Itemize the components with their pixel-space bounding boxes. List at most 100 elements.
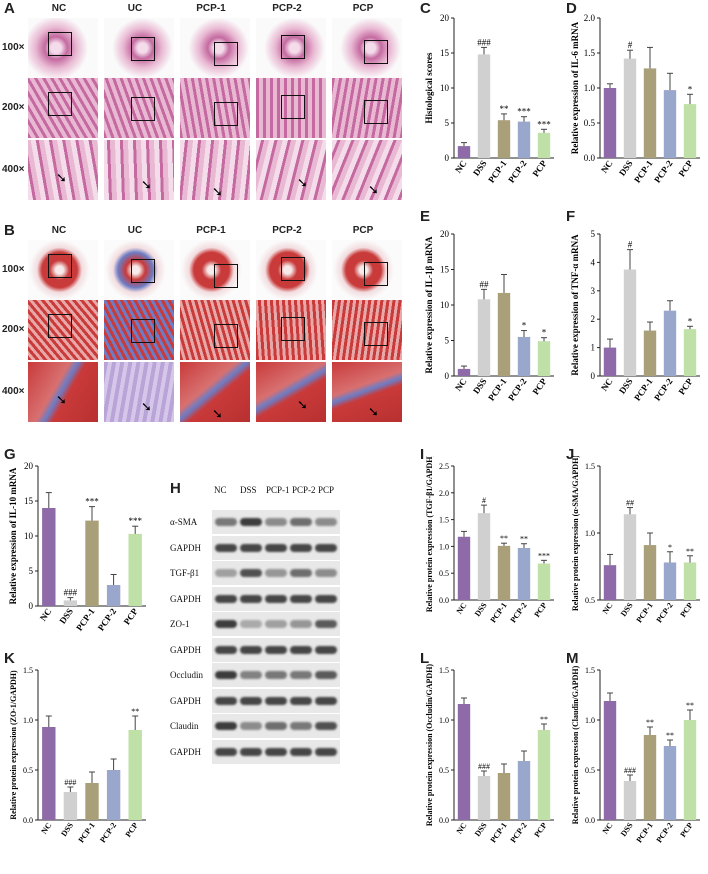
y-tick-label: 20	[440, 229, 450, 239]
bar	[128, 730, 142, 820]
y-axis-label: Relative expression of IL-1β mRNA	[424, 236, 434, 374]
x-tick-label: PCP	[122, 606, 141, 626]
y-tick-label: 1.0	[439, 716, 449, 725]
blot-band	[215, 722, 237, 730]
bar	[683, 104, 697, 158]
histology-image: ➘	[104, 140, 174, 200]
panel-letter-a: A	[4, 0, 15, 17]
x-tick-label: PCP-1	[635, 601, 655, 624]
y-tick-label: 0.0	[439, 816, 449, 825]
x-tick-label: PCP-2	[652, 158, 675, 185]
blot-protein-label: Claudin	[170, 721, 199, 731]
bar	[517, 121, 531, 158]
blot-band	[240, 543, 262, 552]
panel-letter-c: C	[420, 0, 431, 17]
y-tick-label: 5	[29, 566, 34, 576]
panel-letter-i: I	[420, 446, 425, 463]
zoom-region-box	[281, 95, 305, 119]
panel-letter-d: D	[566, 0, 577, 17]
blot-band	[265, 747, 287, 756]
y-tick-label: 0.0	[584, 153, 596, 163]
blot-lane-label: PCP-2	[292, 485, 316, 495]
bar	[517, 761, 531, 820]
significance-label: ###	[478, 762, 490, 771]
y-tick-label: 0.0	[23, 816, 33, 825]
bar	[63, 792, 78, 820]
histology-image	[104, 78, 174, 138]
histology-image: ➘	[104, 362, 174, 422]
zoom-region-box	[214, 324, 238, 348]
histology-image: ➘	[180, 362, 250, 422]
bar	[537, 730, 551, 820]
y-tick-label: 1.5	[23, 666, 33, 675]
blot-protein-label: TGF-β1	[170, 568, 200, 578]
blot-band	[240, 569, 262, 577]
zoom-region-box	[281, 317, 305, 341]
bar-chart-j: 0.5 1.0 1.5 Relative protein expression (α-…	[571, 456, 700, 624]
y-tick-label: 3	[591, 286, 596, 296]
bar-chart-l: 0.0 0.5 1.0 1.5 Relative protein expression …	[425, 664, 554, 844]
bar	[537, 132, 551, 158]
bar	[537, 341, 551, 376]
bar	[63, 600, 78, 606]
x-tick-label: PCP-1	[489, 601, 509, 624]
histology-column-label: PCP-2	[272, 3, 302, 14]
blot-lane-label: PCP	[318, 485, 335, 495]
y-tick-label: 1.5	[439, 516, 449, 525]
bar	[477, 513, 491, 600]
arrow-icon: ➘	[56, 170, 67, 185]
significance-label: **	[686, 547, 694, 556]
x-tick-label: PCP	[678, 821, 694, 839]
panel-letter-k: K	[4, 650, 15, 667]
blot-strip	[212, 688, 340, 713]
y-tick-label: 15	[440, 265, 450, 275]
significance-label: #	[628, 240, 633, 250]
panel-letter-m: M	[566, 650, 579, 667]
histology-column-label: NC	[51, 225, 67, 236]
y-tick-label: 10	[24, 531, 34, 541]
x-tick-label: PCP-2	[655, 821, 675, 844]
magnification-label: 400×	[2, 164, 25, 175]
arrow-icon: ➘	[56, 392, 67, 407]
blot-strip	[212, 714, 340, 738]
blot-band	[215, 543, 237, 552]
bar	[85, 520, 99, 606]
magnification-label: 100×	[2, 42, 25, 53]
blot-protein-label: Occludin	[170, 670, 203, 680]
blot-band	[215, 569, 237, 577]
histology-image	[104, 240, 174, 300]
x-tick-label: PCP-2	[96, 606, 119, 633]
bar	[623, 781, 637, 820]
y-axis-label: Relative expression of TNF-α mRNA	[570, 234, 580, 376]
x-tick-label: NC	[39, 821, 53, 836]
histology-image: ➘	[180, 140, 250, 200]
histology-image	[28, 78, 98, 138]
zoom-region-box	[364, 322, 388, 346]
histology-image	[256, 78, 326, 138]
x-tick-label: PCP-1	[632, 158, 655, 185]
bar	[643, 545, 657, 600]
y-tick-label: 5	[445, 118, 450, 128]
blot-band	[240, 645, 262, 654]
blot-strip	[212, 612, 340, 636]
significance-label: ***	[128, 516, 142, 526]
y-tick-label: 0	[445, 371, 450, 381]
blot-band	[265, 620, 287, 628]
histology-image	[104, 18, 174, 78]
blot-band	[315, 696, 337, 705]
blot-band	[240, 747, 262, 756]
x-tick-label: PCP	[530, 376, 549, 396]
blot-strip	[212, 561, 340, 585]
significance-label: **	[500, 534, 508, 543]
y-tick-label: 1.5	[585, 666, 595, 675]
blot-band	[290, 543, 312, 552]
blot-band	[265, 594, 287, 603]
y-tick-label: 20	[24, 461, 34, 471]
y-axis-label: Relative expression of IL-10 mRNA	[8, 467, 18, 604]
histology-column-label: UC	[127, 3, 143, 14]
panel-letter-e: E	[420, 208, 431, 225]
blot-band	[240, 594, 262, 603]
blot-protein-label: GAPDH	[170, 542, 202, 553]
x-tick-label: PCP	[532, 601, 548, 619]
zoom-region-box	[48, 32, 72, 56]
